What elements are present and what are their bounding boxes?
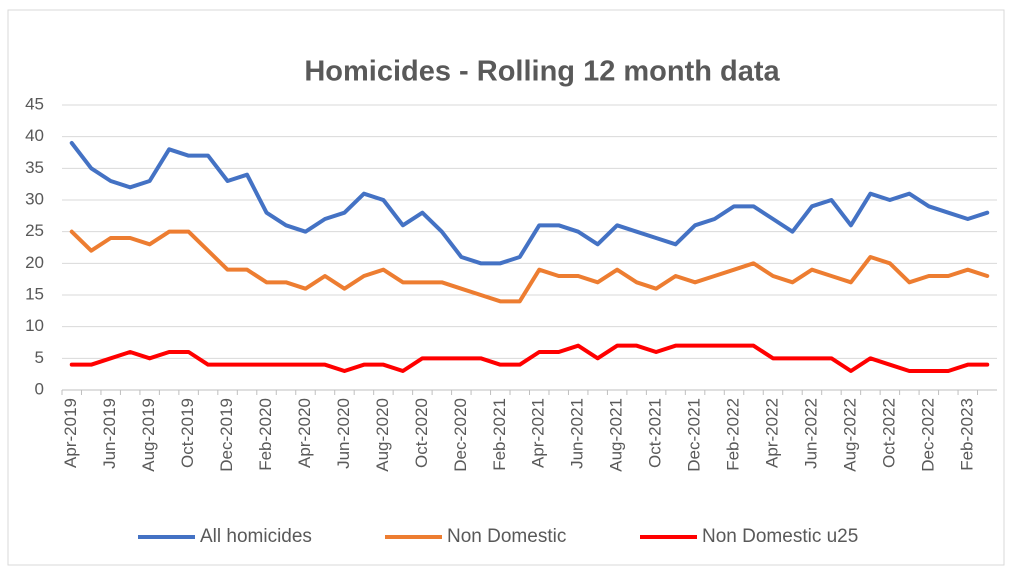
chart-frame [7,9,1005,566]
x-tick-label: Oct-2021 [646,398,665,468]
x-tick-label: Feb-2021 [490,398,509,471]
x-tick-label: Apr-2022 [762,398,781,468]
x-tick-label: Dec-2021 [685,398,704,472]
x-tick-label: Jun-2021 [568,398,587,469]
x-tick-label: Aug-2019 [139,398,158,472]
x-tick-label: Oct-2020 [412,398,431,468]
chart-title: Homicides - Rolling 12 month data [304,56,780,88]
legend-label: Non Domestic u25 [702,526,858,547]
x-tick-label: Jun-2022 [801,398,820,469]
line-series [69,343,990,373]
x-tick-label: Oct-2019 [178,398,197,468]
x-tick-label: Feb-2023 [957,398,976,471]
legend-label: Non Domestic [447,526,566,547]
y-tick-label: 25 [25,221,44,240]
y-tick-label: 10 [25,316,44,335]
x-tick-label: Feb-2020 [256,398,275,471]
x-tick-label: Apr-2020 [295,398,314,468]
y-tick-label: 15 [25,284,44,303]
x-tick-label: Aug-2021 [607,398,626,472]
line-series [69,141,990,266]
y-tick-label: 40 [25,126,44,145]
x-tick-label: Apr-2019 [61,398,80,468]
x-tick-label: Aug-2022 [840,398,859,472]
x-tick-label: Oct-2022 [879,398,898,468]
x-tick-label: Jun-2020 [334,398,353,469]
y-tick-label: 45 [25,94,44,113]
x-tick-label: Jun-2019 [100,398,119,469]
x-tick-label: Dec-2020 [451,398,470,472]
y-tick-label: 20 [25,253,44,272]
legend-label: All homicides [200,526,312,547]
x-tick-label: Dec-2022 [918,398,937,472]
line-series [69,229,990,304]
x-tick-label: Apr-2021 [529,398,548,468]
y-tick-label: 0 [35,379,44,398]
y-tick-label: 5 [35,348,44,367]
x-tick-label: Feb-2022 [724,398,743,471]
y-tick-label: 35 [25,158,44,177]
x-tick-label: Dec-2019 [217,398,236,472]
x-tick-label: Aug-2020 [373,398,392,472]
y-tick-label: 30 [25,189,44,208]
